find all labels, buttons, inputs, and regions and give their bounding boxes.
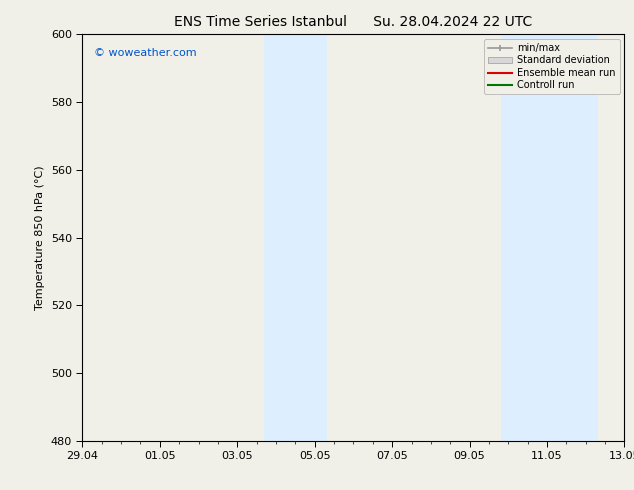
- Legend: min/max, Standard deviation, Ensemble mean run, Controll run: min/max, Standard deviation, Ensemble me…: [484, 39, 619, 94]
- Title: ENS Time Series Istanbul      Su. 28.04.2024 22 UTC: ENS Time Series Istanbul Su. 28.04.2024 …: [174, 15, 533, 29]
- Bar: [501, 34, 547, 441]
- Y-axis label: Temperature 850 hPa (°C): Temperature 850 hPa (°C): [36, 165, 45, 310]
- Text: © woweather.com: © woweather.com: [94, 48, 197, 58]
- Bar: [264, 34, 327, 441]
- Bar: [547, 34, 597, 441]
